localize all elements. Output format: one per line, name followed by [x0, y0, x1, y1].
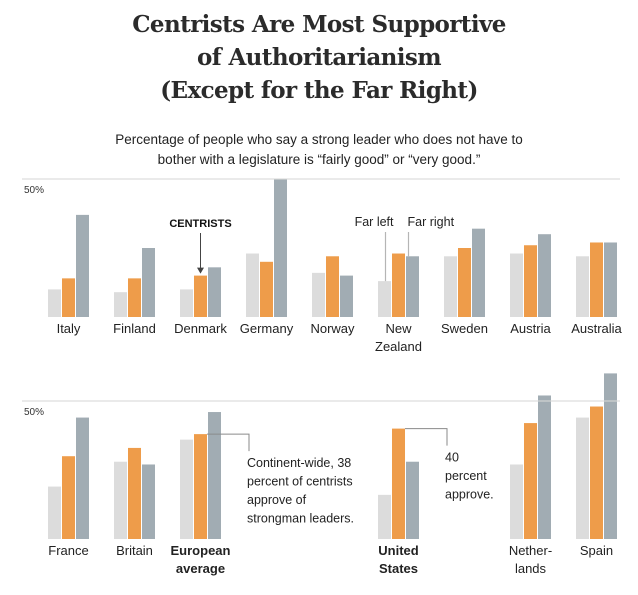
bar-centrists: [392, 428, 405, 539]
bar-centrists: [326, 256, 339, 317]
category-label: Italy: [57, 321, 81, 336]
category-label: Australia: [571, 321, 622, 336]
bar-centrists: [128, 278, 141, 317]
bar-centrists: [62, 278, 75, 317]
category-label: States: [379, 561, 418, 576]
bar-far-left: [114, 292, 127, 317]
category-label: Spain: [580, 543, 613, 558]
title-line: of Authoritarianism: [197, 44, 442, 71]
bar-far-right: [538, 234, 551, 317]
bar-far-right: [604, 242, 617, 317]
bar-far-left: [48, 486, 61, 539]
category-label: New: [385, 321, 412, 336]
bar-far-right: [604, 373, 617, 539]
category-label: European: [171, 543, 231, 558]
bar-centrists: [392, 253, 405, 317]
title-line: Centrists Are Most Supportive: [132, 11, 506, 38]
bar-far-left: [180, 439, 193, 539]
chart-subtitle: Percentage of people who say a strong le…: [0, 130, 638, 170]
bar-centrists: [194, 434, 207, 539]
category-label: lands: [515, 561, 547, 576]
subtitle-line: Percentage of people who say a strong le…: [115, 132, 523, 147]
category-label: Austria: [510, 321, 551, 336]
bar-far-left: [312, 272, 325, 317]
chart-panel-bottom: France Britain European average United States…: [22, 373, 620, 576]
chart-title: Centrists Are Most Supportive of Authori…: [0, 8, 638, 107]
y-tick-label: 50%: [24, 185, 44, 196]
category-label: Norway: [310, 321, 355, 336]
category-label: Britain: [116, 543, 153, 558]
bar-centrists: [128, 447, 141, 539]
bar-centrists: [524, 245, 537, 317]
bar-far-left: [48, 289, 61, 317]
bar-far-left: [576, 417, 589, 539]
series-annotation-label: Far left: [355, 215, 394, 229]
category-label: Denmark: [174, 321, 227, 336]
bar-far-right: [340, 275, 353, 317]
bar-far-right: [406, 461, 419, 539]
annotation-text: approve of: [247, 493, 307, 507]
bar-far-left: [510, 464, 523, 539]
annotation-text: strongman leaders.: [247, 512, 354, 526]
category-label: Finland: [113, 321, 156, 336]
bar-centrists: [194, 275, 207, 317]
annotation-text: approve.: [445, 488, 494, 502]
category-label: France: [48, 543, 88, 558]
category-label: Nether-: [509, 543, 552, 558]
bar-far-right: [142, 248, 155, 317]
bar-far-right: [208, 412, 221, 539]
arrow-head-icon: [197, 267, 204, 274]
category-label: average: [176, 561, 225, 576]
category-label: Sweden: [441, 321, 488, 336]
title-line: (Except for the Far Right): [160, 77, 478, 104]
bar-far-right: [76, 214, 89, 317]
bar-far-left: [378, 494, 391, 539]
bar-far-left: [510, 253, 523, 317]
centrists-annotation-label: CENTRISTS: [169, 218, 231, 230]
annotation-text: 40: [445, 451, 459, 465]
bar-centrists: [260, 261, 273, 317]
category-label: United: [378, 543, 419, 558]
bar-far-left: [180, 289, 193, 317]
bar-centrists: [590, 406, 603, 539]
bar-far-left: [576, 256, 589, 317]
bar-far-right: [208, 267, 221, 317]
annotation-bracket-line: [405, 428, 448, 446]
category-label: Zealand: [375, 339, 422, 354]
bar-centrists: [62, 456, 75, 539]
bar-far-right: [76, 417, 89, 539]
bar-centrists: [590, 242, 603, 317]
bar-far-right: [406, 256, 419, 317]
bar-centrists: [458, 248, 471, 317]
bar-far-left: [246, 253, 259, 317]
bar-far-left: [114, 461, 127, 539]
annotation-text: Continent-wide, 38: [247, 456, 351, 470]
bar-far-left: [444, 256, 457, 317]
bar-far-right: [142, 464, 155, 539]
annotation-bracket-line: [207, 433, 250, 452]
category-label: Germany: [240, 321, 294, 336]
subtitle-line: bother with a legislature is “fairly goo…: [157, 152, 481, 167]
chart-panel-top: Italy Finland Denmark Germany Norway New Zeala…: [22, 178, 623, 354]
annotation-text: percent: [445, 469, 487, 483]
series-annotation-label: Far right: [408, 215, 455, 229]
bar-far-left: [378, 281, 391, 317]
bar-far-right: [538, 395, 551, 539]
bar-far-right: [274, 179, 287, 317]
y-tick-label: 50%: [24, 407, 44, 418]
bar-centrists: [524, 423, 537, 539]
annotation-text: percent of centrists: [247, 475, 353, 489]
bar-far-right: [472, 228, 485, 317]
